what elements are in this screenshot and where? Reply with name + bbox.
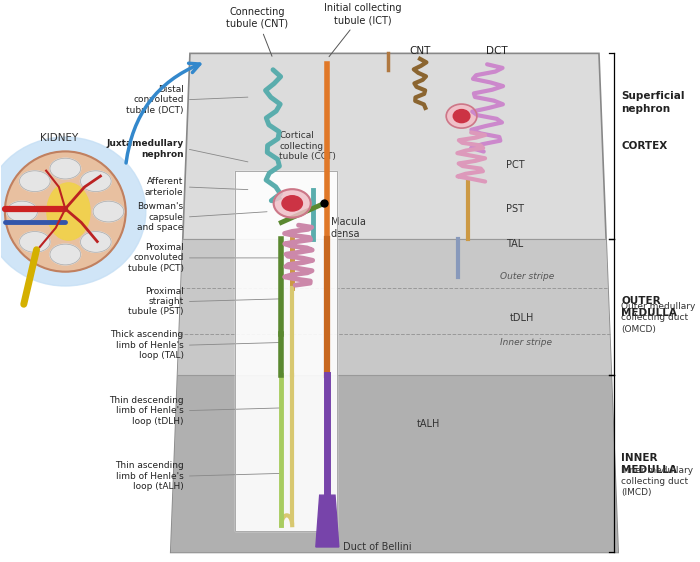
Ellipse shape [5, 151, 126, 271]
Text: Distal
convoluted
tubule (DCT): Distal convoluted tubule (DCT) [126, 85, 183, 115]
Ellipse shape [7, 201, 38, 222]
Text: Proximal
straight
tubule (PST): Proximal straight tubule (PST) [128, 287, 183, 316]
Text: Outer medullary
collecting duct
(OMCD): Outer medullary collecting duct (OMCD) [622, 302, 696, 333]
Polygon shape [171, 375, 618, 552]
Text: Initial collecting
tubule (ICT): Initial collecting tubule (ICT) [323, 3, 401, 57]
Ellipse shape [282, 196, 302, 211]
Text: Superficial
nephron: Superficial nephron [622, 91, 685, 114]
Text: Inner stripe: Inner stripe [500, 338, 552, 347]
Ellipse shape [274, 189, 311, 217]
Text: Cortical
collecting
tubule (CCT): Cortical collecting tubule (CCT) [279, 131, 336, 161]
Ellipse shape [0, 137, 146, 286]
Text: Thin ascending
limb of Henle's
loop (tALH): Thin ascending limb of Henle's loop (tAL… [115, 461, 183, 491]
Text: PCT: PCT [506, 160, 525, 170]
Text: Afferent
arteriole: Afferent arteriole [145, 177, 183, 197]
Text: INNER
MEDULLA: INNER MEDULLA [622, 452, 677, 475]
Polygon shape [171, 53, 618, 552]
Text: tDLH: tDLH [510, 313, 534, 323]
Text: KIDNEY: KIDNEY [40, 133, 78, 143]
Polygon shape [316, 495, 339, 547]
Ellipse shape [80, 171, 111, 192]
Text: DCT: DCT [486, 46, 508, 56]
Ellipse shape [80, 232, 111, 252]
Polygon shape [234, 171, 337, 531]
Text: Thick ascending
limb of Henle's
loop (TAL): Thick ascending limb of Henle's loop (TA… [111, 330, 183, 360]
Text: Connecting
tubule (CNT): Connecting tubule (CNT) [226, 7, 288, 56]
Ellipse shape [20, 232, 50, 252]
Text: Bowman's
capsule
and space: Bowman's capsule and space [137, 202, 183, 232]
Text: Juxtamedullary
nephron: Juxtamedullary nephron [106, 139, 183, 158]
Polygon shape [178, 239, 611, 375]
Text: Macula
densa: Macula densa [330, 217, 365, 239]
Ellipse shape [47, 183, 90, 240]
Ellipse shape [453, 110, 470, 123]
Ellipse shape [50, 158, 80, 179]
Text: OUTER
MEDULLA: OUTER MEDULLA [622, 296, 677, 318]
Text: Proximal
convoluted
tubule (PCT): Proximal convoluted tubule (PCT) [127, 243, 183, 273]
Text: CNT: CNT [410, 46, 430, 56]
Text: TAL: TAL [506, 239, 524, 250]
Text: PST: PST [506, 204, 524, 214]
Text: tALH: tALH [416, 419, 440, 429]
Text: Thin descending
limb of Henle's
loop (tDLH): Thin descending limb of Henle's loop (tD… [109, 396, 183, 425]
Text: Inner medullary
collecting duct
(IMCD): Inner medullary collecting duct (IMCD) [622, 466, 694, 497]
Ellipse shape [50, 244, 80, 265]
Text: Outer stripe: Outer stripe [500, 273, 554, 282]
Text: Duct of Bellini: Duct of Bellini [343, 542, 412, 552]
Ellipse shape [93, 201, 124, 222]
Ellipse shape [20, 171, 50, 192]
Ellipse shape [446, 104, 477, 128]
Text: CORTEX: CORTEX [622, 141, 668, 151]
